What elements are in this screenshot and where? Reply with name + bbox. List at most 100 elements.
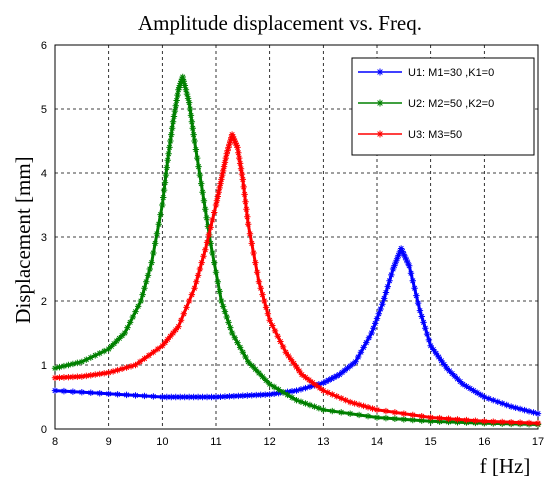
data-point [382, 414, 390, 422]
data-point [328, 375, 335, 382]
x-axis-label: f [Hz] [480, 454, 531, 478]
data-point [56, 363, 63, 371]
data-point [188, 118, 196, 125]
data-point [167, 137, 174, 145]
data-point [252, 366, 259, 373]
data-point [78, 358, 86, 365]
data-point [239, 349, 247, 356]
data-point [257, 285, 264, 292]
data-point [288, 394, 296, 401]
data-point [235, 392, 242, 400]
data-point [400, 251, 408, 258]
y-tick-label: 1 [41, 360, 47, 372]
data-point [190, 131, 197, 138]
data-point [219, 303, 227, 310]
data-point [96, 390, 103, 397]
data-point [160, 194, 167, 201]
data-point [534, 420, 542, 427]
data-point [219, 167, 227, 175]
data-point [266, 381, 273, 388]
data-point [177, 80, 184, 87]
data-point [372, 320, 379, 327]
data-point [208, 393, 215, 401]
data-point [503, 401, 510, 409]
x-tick-label: 16 [478, 436, 490, 448]
data-point [228, 134, 235, 141]
data-point [169, 329, 177, 337]
data-point [186, 105, 194, 113]
y-tick-label: 4 [41, 168, 47, 180]
data-point [430, 346, 437, 353]
data-point [113, 337, 120, 345]
data-point [169, 118, 177, 125]
x-tick-label: 10 [156, 436, 168, 448]
data-point [389, 265, 397, 273]
data-point [203, 239, 211, 246]
data-point [226, 393, 233, 400]
data-point [74, 373, 81, 380]
data-point [153, 230, 161, 237]
data-point [194, 154, 201, 162]
x-ticks: 8 9 10 11 12 13 14 15 16 17 [52, 436, 544, 448]
data-point [364, 413, 372, 420]
data-point [199, 189, 206, 196]
data-point [176, 82, 184, 89]
data-point [243, 206, 250, 213]
data-point [490, 397, 497, 404]
data-point [187, 112, 195, 119]
data-point [397, 245, 405, 252]
data-point [227, 324, 234, 331]
data-point [382, 289, 390, 296]
data-point [166, 144, 173, 151]
data-point [87, 389, 94, 396]
y-tick-label: 6 [41, 40, 47, 52]
data-point [248, 362, 255, 369]
data-point [100, 370, 108, 377]
data-point [164, 336, 171, 343]
data-point [257, 391, 264, 399]
legend-label: U1: M1=30 ,K1=0 [408, 67, 494, 79]
data-point [189, 125, 196, 132]
data-point [223, 150, 230, 157]
data-point [154, 345, 162, 353]
data-point [211, 259, 218, 266]
data-point [284, 391, 291, 399]
x-tick-label: 12 [264, 436, 276, 448]
data-point [311, 403, 318, 410]
legend-label: U2: M2=50 ,K2=0 [408, 98, 494, 110]
series-3 [51, 131, 542, 427]
data-point [262, 304, 270, 311]
data-point [391, 415, 399, 422]
data-point [346, 362, 354, 370]
data-point [395, 252, 402, 259]
data-point [270, 390, 278, 397]
data-point [221, 159, 229, 166]
data-point [435, 353, 442, 361]
data-point [380, 295, 388, 302]
data-point [400, 416, 408, 423]
data-point [255, 278, 263, 285]
data-point [69, 360, 77, 368]
x-tick-label: 9 [106, 436, 112, 448]
data-point [163, 164, 171, 171]
data-point [60, 387, 68, 395]
data-point [92, 352, 99, 359]
data-point [346, 398, 354, 406]
data-point [346, 410, 354, 417]
y-tick-label: 0 [41, 424, 47, 436]
data-point [110, 340, 118, 347]
data-point [302, 400, 309, 407]
data-point [222, 154, 230, 162]
data-point [306, 401, 314, 409]
y-tick-label: 5 [41, 104, 47, 116]
data-point [193, 278, 200, 285]
data-point [364, 404, 372, 411]
data-point [259, 373, 266, 380]
data-point [87, 354, 94, 361]
data-point [83, 356, 90, 363]
data-point [123, 391, 130, 399]
data-point [472, 417, 479, 424]
data-point [180, 78, 187, 85]
data-point [336, 371, 343, 378]
